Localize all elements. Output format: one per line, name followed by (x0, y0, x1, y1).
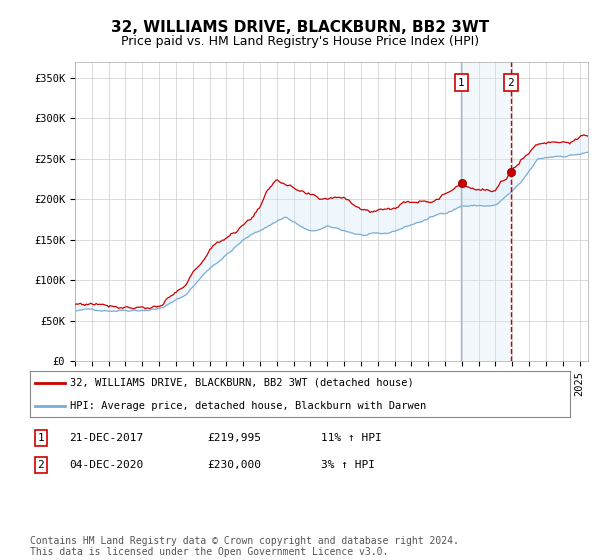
Text: 04-DEC-2020: 04-DEC-2020 (69, 460, 143, 470)
Text: 2: 2 (508, 78, 514, 87)
Bar (461, 62, 511, 361)
Text: 32, WILLIAMS DRIVE, BLACKBURN, BB2 3WT: 32, WILLIAMS DRIVE, BLACKBURN, BB2 3WT (111, 20, 489, 35)
Text: 1: 1 (458, 78, 465, 87)
Text: £219,995: £219,995 (207, 433, 261, 443)
Text: £230,000: £230,000 (207, 460, 261, 470)
Text: 32, WILLIAMS DRIVE, BLACKBURN, BB2 3WT (detached house): 32, WILLIAMS DRIVE, BLACKBURN, BB2 3WT (… (71, 378, 414, 388)
Text: 1: 1 (37, 433, 44, 443)
Text: 3% ↑ HPI: 3% ↑ HPI (321, 460, 375, 470)
Text: 2: 2 (37, 460, 44, 470)
Text: HPI: Average price, detached house, Blackburn with Darwen: HPI: Average price, detached house, Blac… (71, 401, 427, 410)
Text: 21-DEC-2017: 21-DEC-2017 (69, 433, 143, 443)
Text: 11% ↑ HPI: 11% ↑ HPI (321, 433, 382, 443)
Text: Price paid vs. HM Land Registry's House Price Index (HPI): Price paid vs. HM Land Registry's House … (121, 35, 479, 48)
Text: Contains HM Land Registry data © Crown copyright and database right 2024.
This d: Contains HM Land Registry data © Crown c… (30, 535, 459, 557)
